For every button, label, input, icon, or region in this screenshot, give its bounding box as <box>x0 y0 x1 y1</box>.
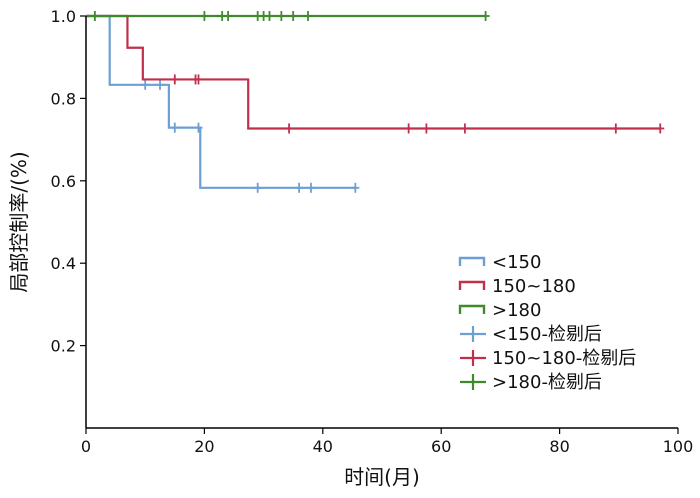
x-tick-label: 0 <box>81 437 91 456</box>
survival-curve <box>86 14 356 189</box>
x-tick-label: 60 <box>431 437 451 456</box>
y-tick-label: 0.6 <box>51 172 76 191</box>
legend-swatch-step <box>458 304 486 314</box>
y-tick-label: 0.4 <box>51 254 76 273</box>
x-axis-title: 时间(月) <box>344 465 420 489</box>
axes: 0 20 40 60 80 100 0.2 0.4 0.6 0.8 1.0 <box>51 7 694 456</box>
plot-area <box>86 11 665 193</box>
y-tick-label: 1.0 <box>51 7 76 26</box>
y-tick-label: 0.2 <box>51 337 76 356</box>
legend-label: <150-检剔后 <box>492 324 602 345</box>
legend: <150 150~180 >180 <150-检剔后 150~180-检剔后 >180-检… <box>458 252 636 393</box>
x-tick-label: 80 <box>549 437 569 456</box>
y-tick-label: 0.8 <box>51 89 76 108</box>
survival-curve <box>86 14 661 130</box>
y-axis-title: 局部控制率/(%) <box>7 151 31 292</box>
legend-label: 150~180-检剔后 <box>492 348 636 369</box>
legend-swatch-step <box>458 280 486 290</box>
legend-label: >180-检剔后 <box>492 372 602 393</box>
x-tick-label: 100 <box>663 437 694 456</box>
x-tick-label: 20 <box>194 437 214 456</box>
legend-label: 150~180 <box>492 276 576 297</box>
legend-label: >180 <box>492 300 541 321</box>
x-tick-label: 40 <box>313 437 333 456</box>
legend-label: <150 <box>492 252 541 273</box>
legend-swatch-step <box>458 256 486 266</box>
